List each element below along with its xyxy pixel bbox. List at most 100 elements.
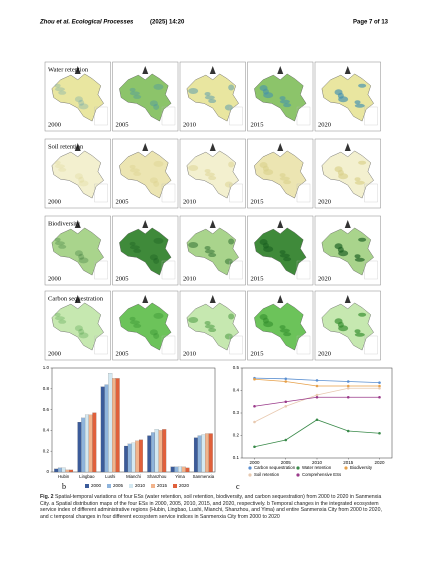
map-patch: [279, 325, 286, 330]
bar: [88, 414, 93, 473]
north-arrow: [142, 295, 149, 303]
map-region: [51, 302, 104, 351]
map-patch: [153, 160, 164, 167]
map-patch: [204, 245, 211, 250]
map-patch: [208, 176, 217, 181]
bar: [139, 439, 143, 473]
point: [346, 429, 350, 433]
map-year: 2000: [48, 275, 61, 282]
map-patch: [263, 246, 274, 253]
map-region: [186, 302, 239, 351]
map-patch: [354, 257, 365, 262]
y-tick-label: 0.1: [233, 455, 240, 460]
map-patch: [78, 176, 85, 183]
bar: [197, 435, 202, 473]
bar: [127, 443, 132, 473]
map-legend: [94, 335, 108, 355]
point: [378, 384, 381, 388]
map-patch: [358, 237, 367, 242]
x-tick-label: Yima: [175, 474, 185, 479]
map-legend: [364, 260, 378, 280]
legend-marker: [296, 466, 300, 470]
map-legend: [364, 335, 378, 355]
map-legend: [161, 106, 176, 126]
map-patch: [263, 321, 274, 328]
north-arrow: [142, 143, 149, 151]
point: [346, 384, 350, 388]
x-tick-label: Sanmenxia: [193, 474, 215, 479]
point: [315, 395, 319, 399]
map-patch: [208, 328, 217, 333]
map-patch: [228, 238, 235, 245]
legend-label: Biodiversity: [350, 465, 373, 470]
map-patch: [354, 103, 365, 108]
legend-label: 2005: [113, 483, 124, 488]
bar: [65, 469, 70, 473]
map-patch: [338, 173, 349, 180]
north-arrow: [74, 220, 81, 228]
map-patch: [204, 324, 215, 329]
map-patch: [354, 329, 361, 334]
map-patch: [283, 103, 292, 108]
point: [315, 384, 319, 388]
north-arrow: [209, 295, 216, 303]
map-region: [51, 150, 104, 199]
map-patch: [74, 96, 83, 103]
bar: [193, 437, 198, 473]
legend-swatch: [107, 484, 111, 488]
point: [315, 379, 319, 382]
map-row-title: Carbon sequestration: [48, 295, 104, 302]
north-arrow: [142, 220, 149, 228]
map-patch: [228, 313, 235, 320]
map-patch: [263, 92, 274, 99]
bar: [61, 467, 66, 473]
map-patch: [283, 257, 292, 262]
map-patch: [58, 90, 67, 95]
map-patch: [354, 254, 361, 259]
north-arrow: [344, 143, 351, 151]
legend-label: Carbon sequestration: [254, 465, 296, 470]
map-row-title: Biodiversity: [48, 220, 81, 227]
map-patch: [149, 254, 158, 261]
map-patch: [358, 83, 367, 88]
map-patch: [54, 316, 65, 321]
map-region: [119, 150, 172, 199]
map-patch: [279, 99, 290, 104]
point: [253, 404, 256, 408]
point: [346, 380, 350, 383]
map-region: [119, 302, 172, 351]
map-legend: [229, 260, 243, 280]
map-patch: [149, 100, 158, 107]
north-arrow: [344, 220, 351, 228]
map-legend: [229, 106, 243, 126]
bar: [154, 429, 159, 473]
bar: [170, 466, 175, 473]
map-patch: [204, 320, 211, 325]
legend-marker: [344, 466, 348, 470]
point: [378, 431, 381, 435]
map-patch: [54, 160, 61, 165]
map-region: [186, 150, 239, 199]
map-patch: [188, 317, 199, 324]
y-tick-label: 0.4: [233, 388, 240, 393]
map-patch: [283, 332, 292, 337]
x-tick-label: Hubin: [58, 474, 70, 479]
bar: [178, 466, 183, 473]
map-patch: [279, 250, 286, 255]
map-legend: [161, 260, 176, 280]
map-legend: [94, 260, 108, 280]
bar: [84, 414, 89, 473]
north-arrow: [74, 143, 81, 151]
map-legend: [364, 106, 378, 126]
point: [315, 418, 319, 422]
map-patch: [78, 332, 89, 339]
map-year: 2010: [183, 350, 196, 357]
map-year: 2015: [251, 198, 264, 205]
map-year: 2020: [318, 121, 331, 128]
bar: [201, 434, 206, 473]
bar: [104, 384, 109, 473]
map-legend: [296, 260, 311, 280]
caption-label: Fig. 2: [40, 494, 54, 500]
y-tick-label: 1.0: [43, 365, 50, 370]
map-patch: [204, 95, 215, 100]
